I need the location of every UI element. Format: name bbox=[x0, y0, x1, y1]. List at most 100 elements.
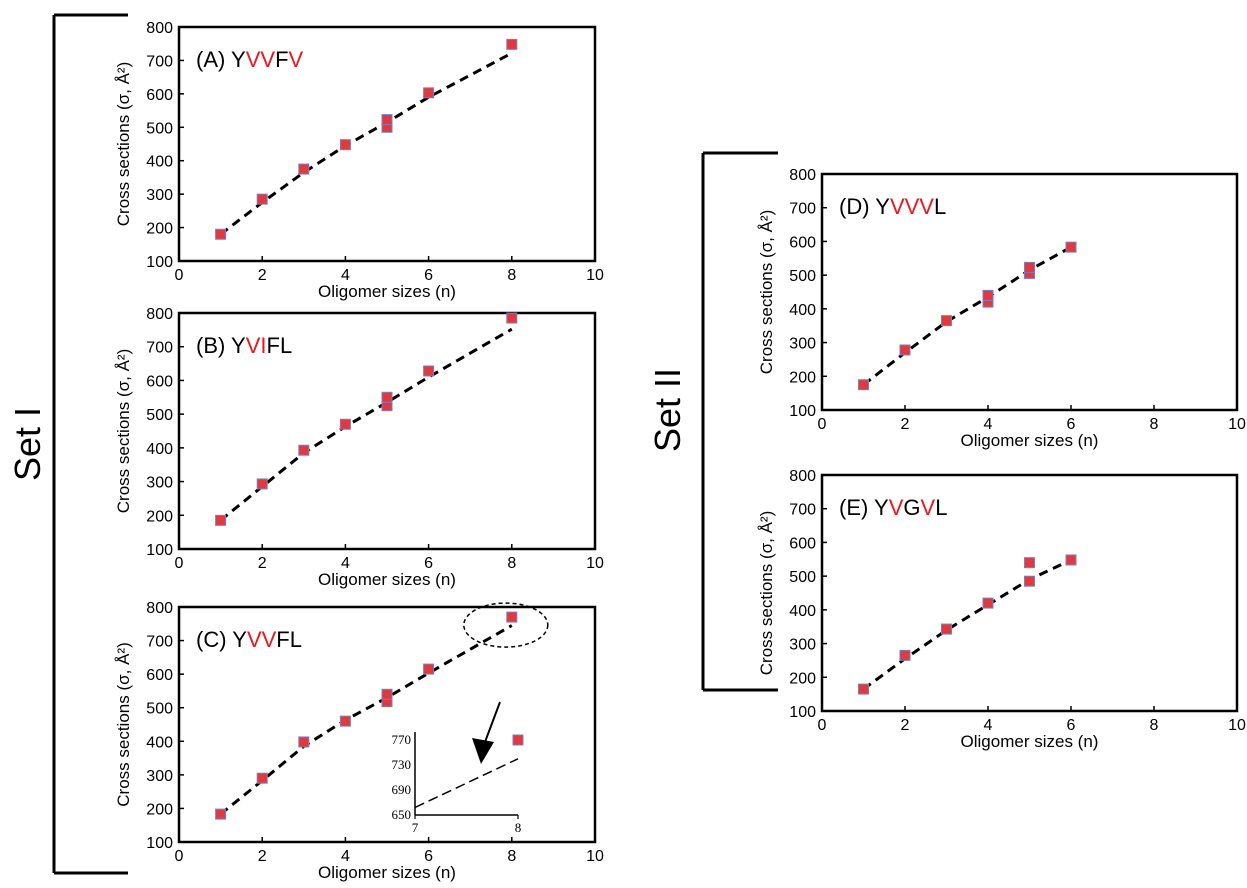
x-tick-label: 0 bbox=[818, 416, 827, 433]
y-tick-label: 500 bbox=[146, 701, 173, 718]
y-tick-label: 400 bbox=[146, 154, 173, 171]
data-point bbox=[423, 365, 435, 377]
panel-title-part: F bbox=[275, 47, 288, 72]
data-point bbox=[423, 663, 435, 675]
fit-line bbox=[862, 245, 1072, 386]
y-tick-label: 600 bbox=[146, 87, 173, 104]
x-tick-label: 8 bbox=[507, 848, 516, 865]
data-point bbox=[215, 228, 227, 240]
x-tick-label: 4 bbox=[341, 267, 350, 284]
y-tick-label: 300 bbox=[789, 336, 816, 353]
highlight-ellipse bbox=[463, 602, 549, 648]
x-tick-label: 8 bbox=[507, 555, 516, 572]
data-point bbox=[339, 139, 351, 151]
y-tick-label: 200 bbox=[789, 670, 816, 687]
data-point bbox=[941, 315, 952, 327]
panel-b: 0 2 4 6 8 10 100 200 300 400 500 600 700 800 Oligomer … bbox=[114, 306, 604, 589]
panel-title-part: (B) Y bbox=[196, 333, 246, 358]
y-tick-label: 400 bbox=[146, 734, 173, 751]
y-tick-label: 400 bbox=[789, 603, 816, 620]
panel-title-part: FL bbox=[276, 627, 302, 652]
data-point bbox=[298, 444, 310, 456]
inset-y-tick-label: 730 bbox=[392, 757, 412, 772]
data-point bbox=[506, 312, 518, 324]
panel-title-part: VI bbox=[246, 333, 267, 358]
y-tick-label: 500 bbox=[789, 569, 816, 586]
y-axis-label: Cross sections (σ, Å²) bbox=[114, 62, 133, 226]
x-tick-label: 0 bbox=[175, 267, 184, 284]
data-point bbox=[1024, 557, 1035, 569]
set-ii-bracket bbox=[701, 151, 778, 692]
y-tick-label: 800 bbox=[146, 20, 173, 37]
y-tick-label: 800 bbox=[146, 306, 173, 323]
data-point bbox=[215, 514, 227, 526]
y-axis-label: Cross sections (σ, Å²) bbox=[757, 210, 776, 374]
y-tick-label: 300 bbox=[789, 637, 816, 654]
data-point bbox=[506, 611, 518, 623]
data-point bbox=[1024, 575, 1035, 587]
data-point bbox=[941, 623, 952, 635]
data-point bbox=[899, 649, 911, 661]
panel-e: 0 2 4 6 8 10 100 200 300 400 500 600 700 800 Oligomer … bbox=[757, 468, 1246, 751]
panel-title-part: VV bbox=[246, 47, 276, 72]
x-tick-label: 6 bbox=[1067, 717, 1076, 734]
panels: 0 2 4 6 8 10100200300400500600700800Oligomer … bbox=[114, 20, 1246, 882]
x-tick-label: 6 bbox=[424, 848, 433, 865]
x-axis-label: Oligomer sizes (n) bbox=[961, 732, 1099, 751]
set-ii-label: Set II bbox=[647, 368, 688, 452]
data-point bbox=[858, 683, 869, 695]
inset-y-tick-label: 690 bbox=[392, 782, 412, 797]
x-tick-label: 2 bbox=[258, 555, 267, 572]
panel-title: (B) YVIFL bbox=[196, 333, 292, 358]
data-point bbox=[423, 87, 435, 99]
x-axis-label: Oligomer sizes (n) bbox=[318, 863, 456, 882]
inset-fit-line bbox=[414, 758, 519, 809]
inset-x-tick-label: 7 bbox=[412, 820, 419, 835]
panel-title: (A) YVVFV bbox=[196, 47, 304, 72]
plot-frame bbox=[177, 605, 597, 844]
panel-title-part: L bbox=[934, 194, 946, 219]
x-tick-label: 0 bbox=[175, 555, 184, 572]
data-point bbox=[381, 391, 393, 403]
x-tick-label: 10 bbox=[586, 267, 604, 284]
inset-data-point bbox=[512, 734, 524, 746]
fit-line bbox=[219, 51, 513, 236]
y-tick-label: 400 bbox=[789, 302, 816, 319]
x-tick-label: 2 bbox=[901, 416, 910, 433]
y-tick-label: 100 bbox=[789, 403, 816, 420]
y-tick-label: 600 bbox=[146, 373, 173, 390]
x-axis-label: Oligomer sizes (n) bbox=[318, 570, 456, 589]
plot-frame bbox=[177, 311, 597, 551]
panel-title-part: (A) Y bbox=[196, 47, 246, 72]
panel-c: 0 2 4 6 8 10 100 200 300 400 500 600 700 800 Oligomer … bbox=[114, 600, 604, 882]
panel-title-part: FL bbox=[267, 333, 293, 358]
x-tick-label: 4 bbox=[984, 717, 993, 734]
y-tick-label: 600 bbox=[789, 535, 816, 552]
x-tick-label: 0 bbox=[175, 848, 184, 865]
panel-title-part: G bbox=[903, 495, 920, 520]
y-tick-label: 800 bbox=[789, 167, 816, 184]
panel-title: (C) YVVFL bbox=[196, 627, 302, 652]
x-axis-label: Oligomer sizes (n) bbox=[961, 431, 1099, 450]
data-point bbox=[381, 114, 393, 126]
y-tick-label: 500 bbox=[146, 120, 173, 137]
y-tick-label: 100 bbox=[146, 835, 173, 852]
y-tick-label: 500 bbox=[789, 268, 816, 285]
x-tick-label: 2 bbox=[258, 267, 267, 284]
x-tick-label: 10 bbox=[1228, 717, 1246, 734]
data-point bbox=[982, 597, 994, 609]
panel-title-part: (D) Y bbox=[839, 194, 890, 219]
data-point bbox=[899, 344, 911, 356]
y-tick-label: 100 bbox=[146, 542, 173, 559]
data-point bbox=[256, 193, 268, 205]
zoom-arrow-head bbox=[472, 738, 494, 764]
plot-frame bbox=[820, 473, 1239, 713]
y-tick-label: 800 bbox=[146, 600, 173, 617]
y-tick-label: 800 bbox=[789, 468, 816, 485]
y-tick-label: 700 bbox=[789, 502, 816, 519]
data-point bbox=[982, 289, 994, 301]
x-tick-label: 8 bbox=[1150, 717, 1159, 734]
data-point bbox=[339, 715, 351, 727]
zoom-arrow bbox=[484, 701, 501, 743]
